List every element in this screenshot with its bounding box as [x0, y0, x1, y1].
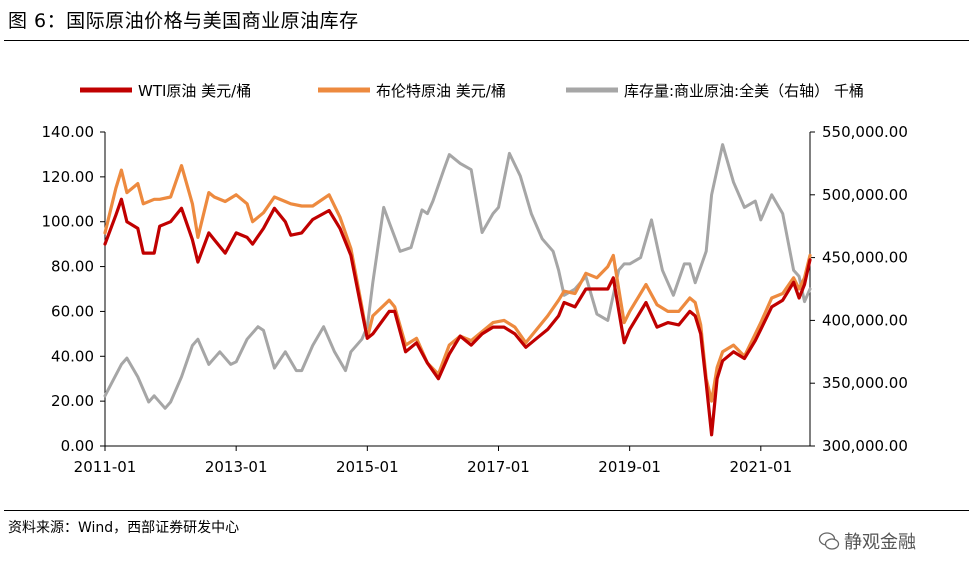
watermark-label: 静观金融 [844, 532, 916, 553]
series-group [103, 143, 812, 437]
series-line-inventory [103, 143, 812, 410]
x-tick-label: 2017-01 [467, 458, 530, 476]
y-left-tick-label: 40.00 [51, 347, 94, 365]
y-left-tick-label: 20.00 [51, 392, 94, 410]
figure-title: 图 6：国际原油价格与美国商业原油库存 [8, 10, 359, 32]
legend: WTI原油 美元/桶 布伦特原油 美元/桶 库存量:商业原油:全美（右轴） 千桶 [80, 82, 864, 100]
legend-label-0: WTI原油 美元/桶 [138, 82, 251, 100]
y-left-tick-label: 80.00 [51, 258, 94, 276]
x-tick-label: 2015-01 [336, 458, 399, 476]
x-tick-label: 2021-01 [729, 458, 792, 476]
legend-label-1: 布伦特原油 美元/桶 [376, 82, 506, 100]
watermark-text: 静观金融 [818, 528, 916, 554]
y-left-tick-label: 0.00 [61, 437, 94, 455]
y-left-tick-label: 120.00 [42, 168, 95, 186]
source-note: 资料来源：Wind，西部证券研发中心 [8, 520, 240, 536]
x-tick-label: 2013-01 [205, 458, 268, 476]
x-tick-label: 2011-01 [74, 458, 137, 476]
series-line-brent [103, 164, 812, 403]
bottom-rule [4, 510, 969, 511]
top-rule [4, 40, 969, 41]
y-right-tick-label: 400,000.00 [822, 311, 908, 329]
y-right-tick-label: 450,000.00 [822, 249, 908, 267]
y-right-tick-label: 550,000.00 [822, 123, 908, 141]
legend-label-2: 库存量:商业原油:全美（右轴） 千桶 [624, 82, 864, 100]
x-tick-label: 2019-01 [598, 458, 661, 476]
y-left-tick-label: 100.00 [42, 213, 95, 231]
chart: WTI原油 美元/桶 布伦特原油 美元/桶 库存量:商业原油:全美（右轴） 千桶 0… [42, 82, 908, 476]
wechat-icon [818, 532, 840, 550]
y-left-tick-label: 140.00 [42, 123, 95, 141]
y-right-tick-label: 350,000.00 [822, 374, 908, 392]
series-line-wti [103, 197, 812, 437]
axes: 0.00 20.00 40.00 60.00 80.00 100.00 120.00 140.… [42, 123, 908, 476]
y-left-tick-label: 60.00 [51, 302, 94, 320]
y-right-tick-label: 500,000.00 [822, 186, 908, 204]
y-right-tick-label: 300,000.00 [822, 437, 908, 455]
